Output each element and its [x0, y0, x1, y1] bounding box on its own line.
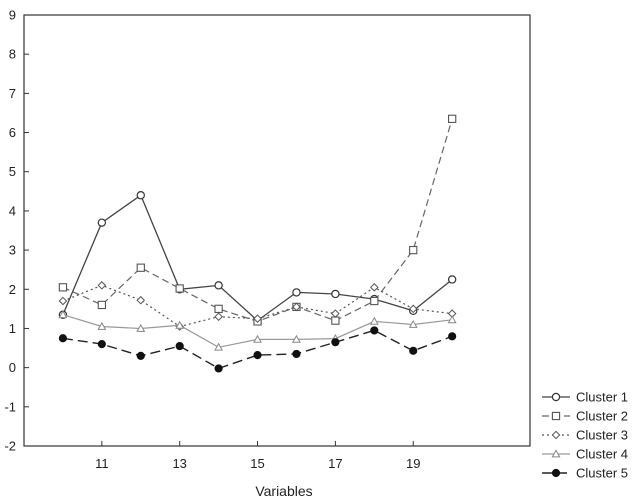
data-point — [253, 334, 262, 343]
legend-item: Cluster 2 — [542, 409, 628, 424]
data-point — [214, 342, 224, 351]
y-tick-label: 2 — [9, 282, 16, 297]
y-tick-label: 9 — [9, 8, 16, 23]
data-point — [448, 114, 457, 123]
data-point — [292, 349, 301, 359]
legend-marker — [551, 392, 561, 402]
data-point — [253, 314, 262, 323]
data-point — [136, 191, 145, 200]
data-point — [408, 319, 418, 328]
legend-label: Cluster 1 — [576, 390, 628, 405]
data-point — [136, 351, 145, 360]
series-line — [62, 329, 453, 370]
data-point — [214, 304, 223, 314]
legend-label: Cluster 5 — [576, 466, 628, 481]
legend-marker — [551, 411, 561, 421]
data-point — [175, 320, 185, 329]
x-tick-label: 19 — [406, 456, 420, 471]
legend-item: Cluster 3 — [542, 428, 628, 443]
axes: -2 -1 0 1 2 3 4 5 6 7 8 9 11 13 15 17 19 — [4, 8, 420, 472]
x-axis-title: Variables — [255, 483, 312, 499]
data-point — [369, 316, 379, 325]
y-tick-label: 8 — [9, 47, 16, 62]
y-tick-label: -1 — [4, 399, 16, 414]
data-point — [214, 364, 223, 373]
data-point — [409, 245, 418, 255]
data-point — [331, 316, 340, 325]
data-point — [408, 304, 418, 314]
data-point — [175, 284, 184, 293]
data-point — [97, 300, 106, 310]
data-point — [58, 334, 68, 343]
y-tick-label: 0 — [9, 360, 16, 375]
data-point — [370, 283, 379, 292]
legend: Cluster 1 Cluster 2 Cluster 3 Cluster 4 Clus… — [542, 390, 628, 481]
data-point — [409, 346, 418, 355]
series-group — [58, 114, 457, 373]
legend-label: Cluster 3 — [576, 428, 628, 443]
data-point — [214, 281, 223, 290]
data-point — [331, 338, 340, 347]
y-tick-label: 7 — [9, 86, 16, 101]
data-point — [331, 309, 340, 318]
data-point — [447, 315, 457, 324]
data-point — [253, 350, 262, 360]
y-tick-label: 1 — [9, 321, 16, 336]
data-point — [58, 310, 68, 319]
plot-frame — [23, 14, 531, 447]
data-point — [175, 341, 184, 351]
x-tick-label: 15 — [250, 456, 264, 471]
data-point — [136, 263, 145, 272]
y-tick-label: 5 — [9, 164, 16, 179]
data-point — [97, 218, 107, 227]
y-tick-label: -2 — [4, 439, 16, 454]
legend-label: Cluster 2 — [576, 409, 628, 424]
data-point — [370, 326, 379, 335]
data-point — [447, 275, 457, 284]
legend-marker — [551, 468, 561, 478]
data-point — [214, 312, 223, 322]
legend-marker — [551, 430, 561, 440]
data-point — [97, 321, 107, 330]
x-tick-label: 17 — [328, 456, 342, 471]
data-point — [292, 302, 301, 312]
data-point — [97, 340, 106, 349]
data-point — [292, 334, 301, 343]
legend-label: Cluster 4 — [576, 447, 628, 462]
data-point — [58, 296, 68, 306]
data-point — [292, 288, 301, 297]
data-point — [448, 332, 457, 341]
data-point — [97, 281, 107, 290]
series-5 — [58, 326, 457, 373]
series-line — [62, 284, 453, 328]
legend-item: Cluster 4 — [542, 447, 628, 462]
data-point — [58, 283, 68, 292]
plot-area — [23, 14, 531, 447]
legend-marker — [551, 449, 561, 458]
data-point — [136, 295, 146, 305]
data-point — [136, 323, 146, 332]
data-point — [331, 289, 340, 299]
legend-item: Cluster 5 — [542, 466, 628, 481]
legend-item: Cluster 1 — [542, 390, 628, 405]
x-tick-label: 13 — [172, 456, 186, 471]
y-tick-label: 3 — [9, 243, 16, 258]
x-tick-label: 11 — [95, 456, 109, 471]
y-tick-label: 4 — [9, 203, 16, 218]
data-point — [370, 296, 379, 306]
y-tick-label: 6 — [9, 125, 16, 140]
series-4 — [58, 310, 457, 351]
